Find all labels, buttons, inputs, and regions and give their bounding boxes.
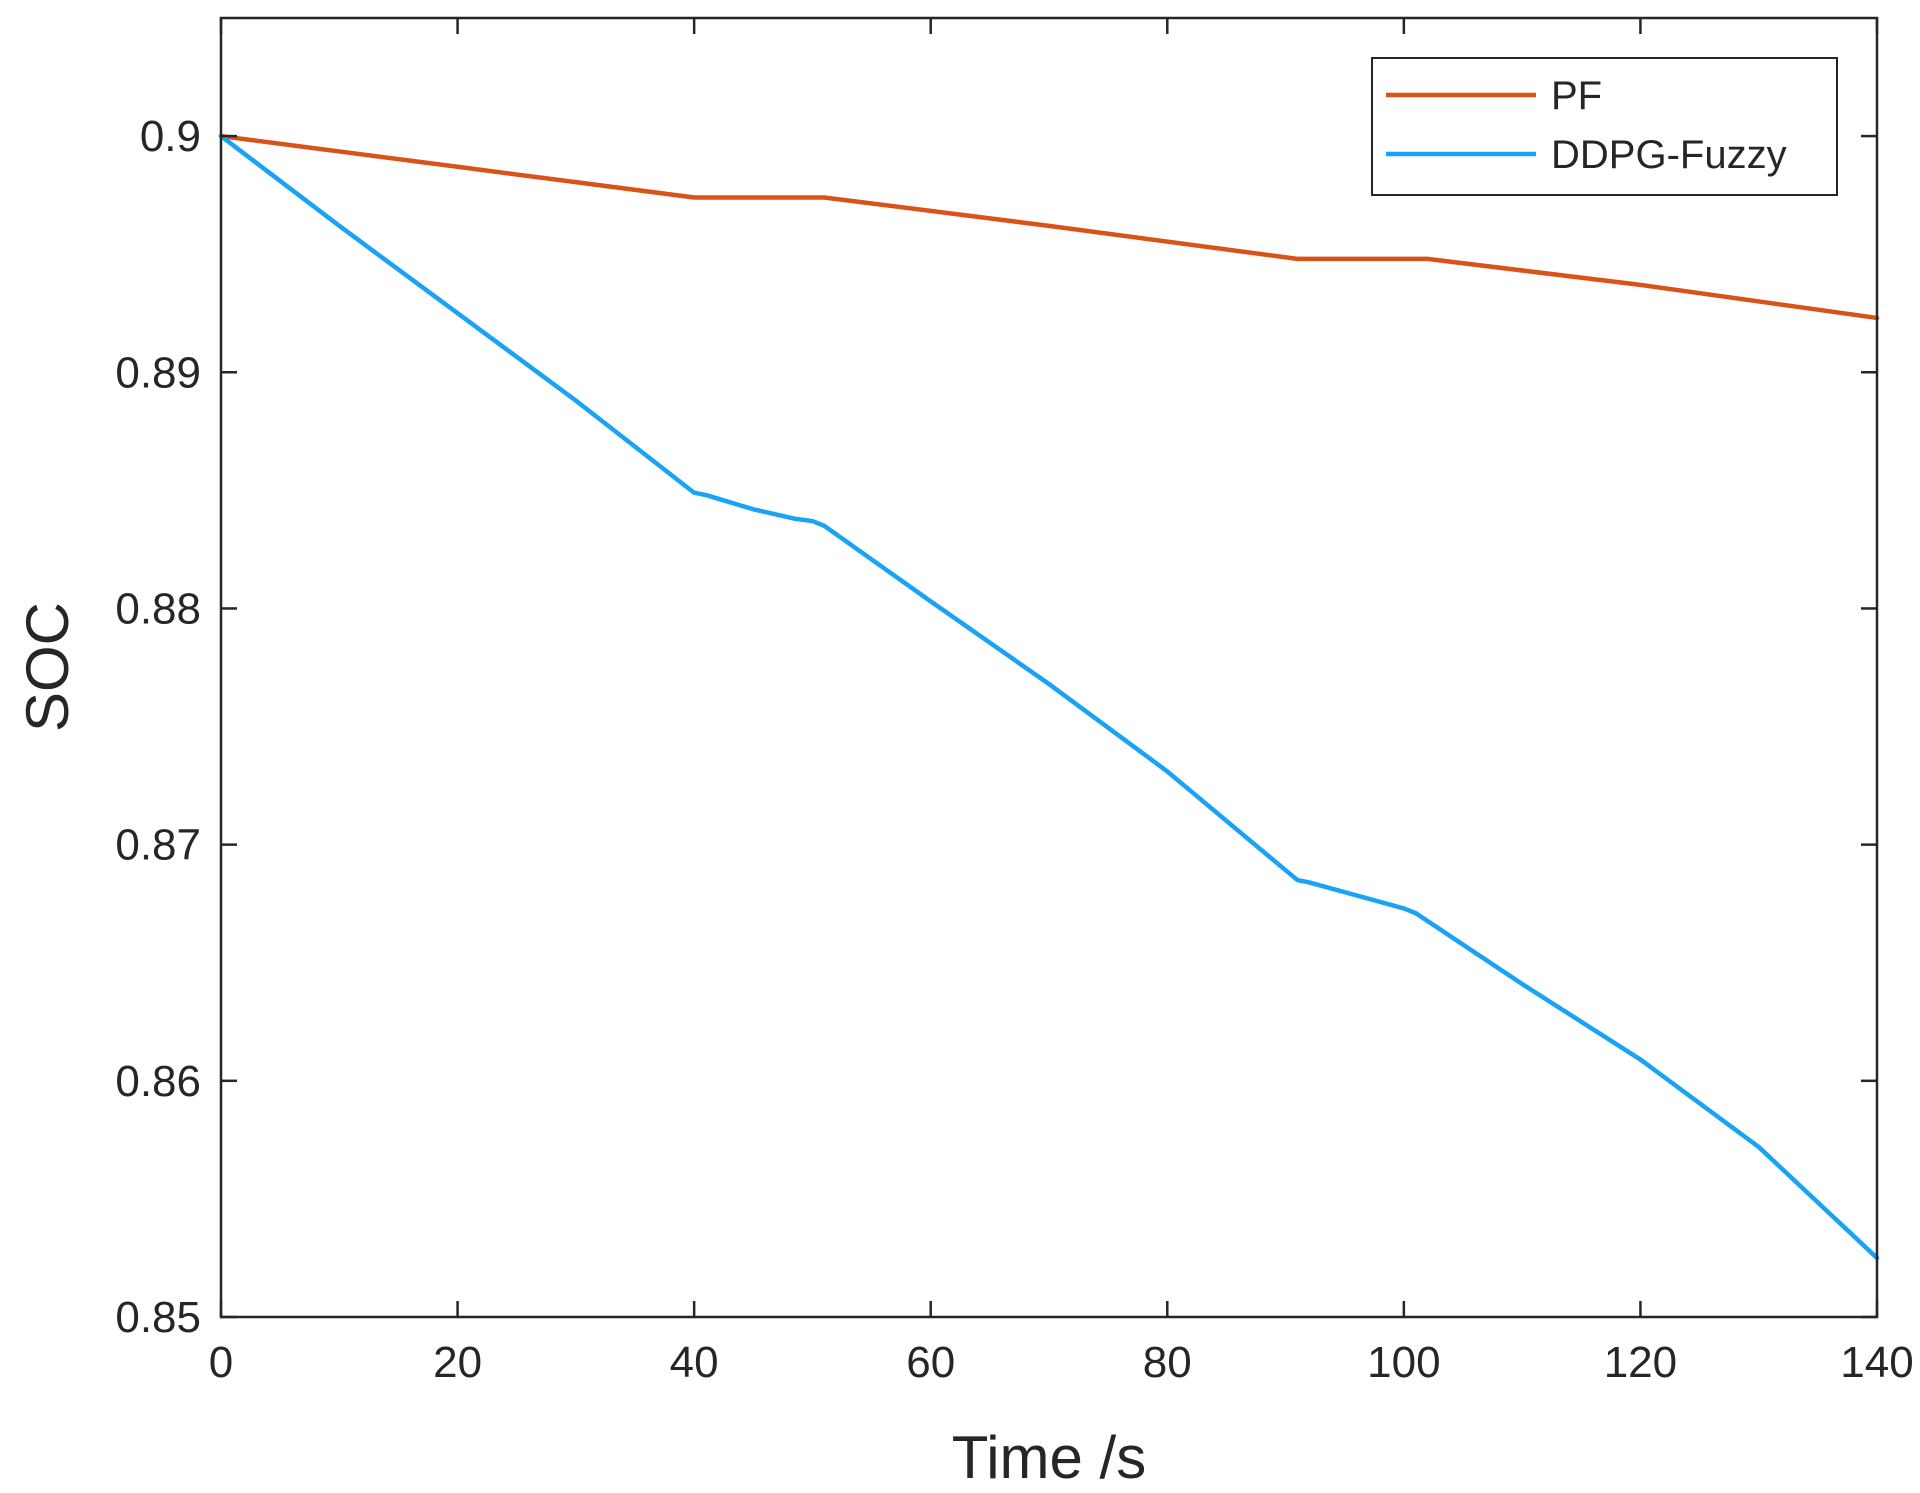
legend-box (1371, 57, 1838, 196)
x-tick-label: 40 (670, 1338, 719, 1387)
y-tick-label: 0.86 (115, 1057, 201, 1106)
legend: PF DDPG-Fuzzy (1371, 57, 1838, 196)
plot-area (221, 18, 1877, 1317)
y-tick-label: 0.87 (115, 821, 201, 870)
legend-label-pf: PF (1551, 74, 1602, 118)
y-axis-title: SOC (14, 602, 81, 732)
series-line-pf (218, 133, 1880, 321)
y-tick-label: 0.89 (115, 348, 201, 397)
y-tick-label: 0.85 (115, 1293, 201, 1342)
x-tick-label: 120 (1604, 1338, 1677, 1387)
x-tick-label: 100 (1367, 1338, 1440, 1387)
y-tick-label: 0.9 (140, 112, 201, 161)
x-tick-label: 60 (906, 1338, 955, 1387)
x-tick-label: 140 (1840, 1338, 1913, 1387)
series-layer (218, 133, 1880, 1261)
series-line-ddpg-fuzzy (218, 133, 1880, 1261)
tick-layer: 0 20 40 60 80 100 120 140 0.85 0.86 0.87 0.88 0.89 0.… (115, 18, 1914, 1387)
x-tick-label: 20 (433, 1338, 482, 1387)
plot-frame (219, 16, 1879, 1319)
x-axis-title: Time /s (952, 1424, 1146, 1491)
x-tick-label: 80 (1143, 1338, 1192, 1387)
y-tick-label: 0.88 (115, 584, 201, 633)
legend-label-ddpg-fuzzy: DDPG-Fuzzy (1551, 133, 1787, 177)
x-tick-label: 0 (209, 1338, 233, 1387)
